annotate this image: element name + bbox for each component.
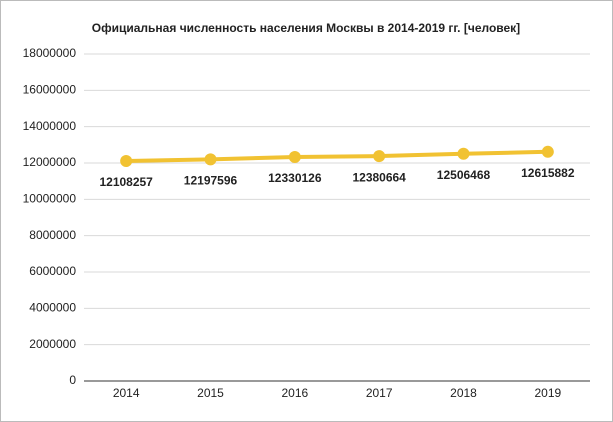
data-label: 12380664 [352,170,406,184]
point [204,153,217,166]
x-tick-label: 2015 [197,386,224,400]
data-label: 12108257 [99,175,153,189]
data-label: 12197596 [184,174,238,188]
y-tick-label: 16000000 [23,83,77,97]
x-tick-label: 2017 [366,386,393,400]
data-label: 12330126 [268,171,322,185]
x-tick-label: 2019 [534,386,561,400]
y-tick-label: 8000000 [29,228,76,242]
point [457,147,470,160]
y-tick-label: 0 [69,373,76,387]
data-label: 12615882 [521,166,575,180]
point [288,151,301,164]
y-tick-label: 2000000 [29,337,76,351]
chart-title: Официальная численность населения Москвы… [92,21,520,35]
point [373,150,386,163]
y-tick-label: 14000000 [23,119,77,133]
y-tick-label: 18000000 [23,46,77,60]
y-tick-label: 6000000 [29,264,76,278]
x-tick-label: 2018 [450,386,477,400]
y-tick-label: 10000000 [23,192,77,206]
x-tick-label: 2016 [281,386,308,400]
point [120,155,133,168]
y-tick-label: 12000000 [23,155,77,169]
y-tick-label: 4000000 [29,301,76,315]
x-tick-label: 2014 [113,386,140,400]
line [126,149,548,164]
point [541,145,554,158]
data-label: 12506468 [437,168,491,182]
